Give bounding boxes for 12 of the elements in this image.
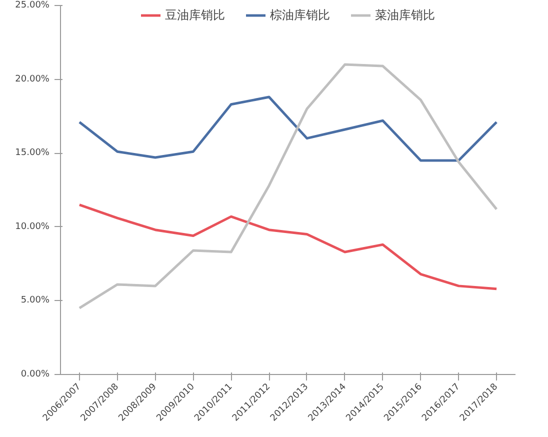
y-tick-label: 20.00% — [15, 74, 50, 84]
legend-label: 菜油库销比 — [375, 6, 435, 24]
line-series — [78, 96, 498, 162]
legend-label: 豆油库销比 — [165, 6, 225, 24]
line-series — [78, 63, 498, 310]
legend-label: 棕油库销比 — [270, 6, 330, 24]
line-series — [78, 204, 498, 290]
y-tick-label: 15.00% — [15, 148, 50, 158]
y-tick-label: 10.00% — [15, 222, 50, 232]
y-tick-label: 5.00% — [20, 296, 50, 306]
y-tick-label: 25.00% — [15, 0, 50, 10]
y-tick-label: 0.00% — [20, 370, 50, 380]
